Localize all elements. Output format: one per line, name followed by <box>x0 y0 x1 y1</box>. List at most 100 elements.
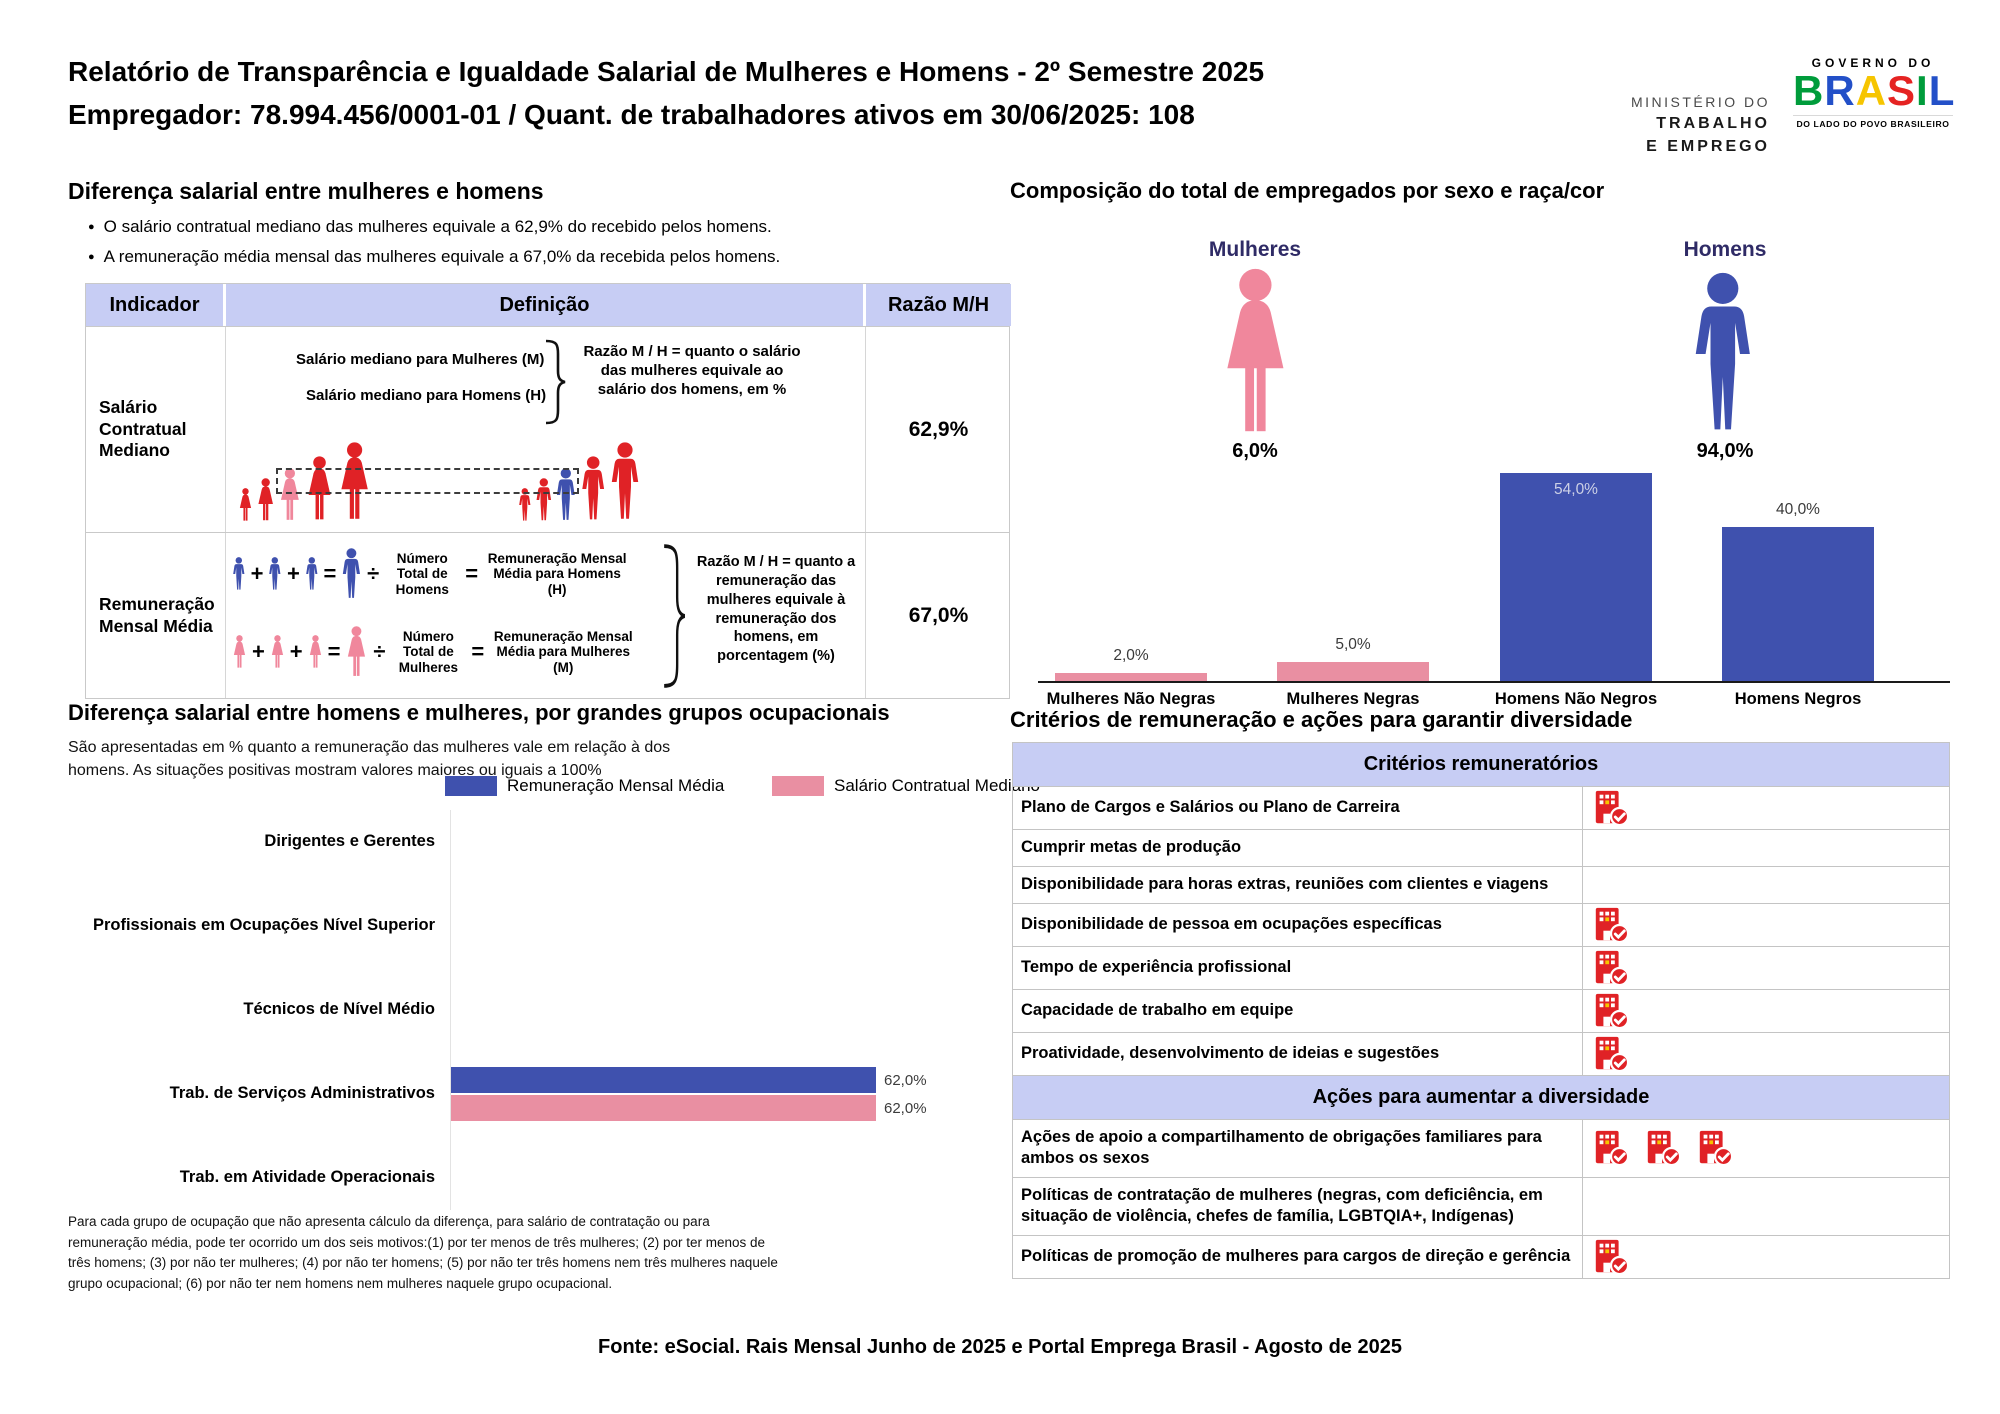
man-icon <box>343 548 361 598</box>
legend-salario: Salário Contratual Mediano <box>772 776 1040 796</box>
median-figures-illustration <box>226 428 866 530</box>
equals-sign: = <box>471 639 485 664</box>
ministry-line2: TRABALHO <box>1656 115 1770 133</box>
criteria-row: Proatividade, desenvolvimento de ideias … <box>1013 1033 1949 1076</box>
plus-sign: + <box>250 561 264 586</box>
governo-brasil-logo: GOVERNO DO BRASIL DO LADO DO POVO BRASIL… <box>1793 56 1956 129</box>
criteria-row: Plano de Cargos e Salários ou Plano de C… <box>1013 787 1949 830</box>
criteria-section-header: Ações para aumentar a diversidade <box>1013 1076 1949 1120</box>
criteria-row: Capacidade de trabalho em equipe <box>1013 990 1949 1033</box>
highlighted-woman-icon <box>281 468 300 520</box>
criteria-row: Cumprir metas de produção <box>1013 830 1949 867</box>
building-check-icon <box>1699 1131 1734 1167</box>
col-indicador: Indicador <box>86 284 223 326</box>
building-check-icon <box>1647 1131 1682 1167</box>
col-razao: Razão M/H <box>866 284 1011 326</box>
woman-icon <box>1218 268 1293 443</box>
woman-icon <box>348 626 366 676</box>
woman-icon <box>233 635 246 668</box>
ratio-explanation: Razão M / H = quanto o salário das mulhe… <box>583 343 801 398</box>
occupation-label: Trab. em Atividade Operacionais <box>179 1168 435 1187</box>
ratio-explanation: Razão M / H = quanto a remuneração das m… <box>696 554 856 665</box>
indicator-label: Salário Contratual Mediano <box>86 327 226 532</box>
definition-cell: Salário mediano para Mulheres (M) Salári… <box>226 327 866 532</box>
highlighted-man-icon <box>557 468 575 520</box>
criteria-label: Políticas de contratação de mulheres (ne… <box>1013 1177 1583 1235</box>
woman-icon <box>1227 268 1284 432</box>
occupation-label: Trab. de Serviços Administrativos <box>169 1084 435 1103</box>
building-check-icon <box>1595 950 1630 987</box>
salary-diff-title: Diferença salarial entre mulheres e home… <box>68 178 544 204</box>
legend-swatch-blue <box>445 776 497 796</box>
woman-icon <box>309 635 321 668</box>
report-title: Relatório de Transparência e Igualdade S… <box>68 56 1265 87</box>
man-icon <box>306 557 318 590</box>
bar-value-label: 5,0% <box>1335 636 1371 653</box>
men-percentage: 94,0% <box>1696 440 1754 462</box>
criteria-check-icons <box>1583 787 1949 829</box>
building-check-icon <box>1595 1036 1630 1073</box>
criteria-label: Capacidade de trabalho em equipe <box>1013 990 1583 1032</box>
divide-sign: ÷ <box>367 561 380 586</box>
legend-remuneracao: Remuneração Mensal Média <box>445 776 724 796</box>
man-icon <box>611 442 639 519</box>
brace-icon <box>544 337 568 432</box>
occupation-row: Dirigentes e Gerentes <box>68 800 1008 884</box>
bar-category-label: Homens Negros <box>1734 690 1862 708</box>
criteria-check-icons <box>1583 830 1949 866</box>
median-dashed-box <box>276 468 579 494</box>
bar-category-label: Mulheres Negras <box>1286 690 1420 708</box>
criteria-label: Disponibilidade de pessoa em ocupações e… <box>1013 904 1583 946</box>
definition-cell: + + = ÷ Número Total de Homens = Remuneraçã… <box>226 533 866 698</box>
indicator-table: Indicador Definição Razão M/H Salário Co… <box>85 283 1011 699</box>
women-percentage: 6,0% <box>1232 440 1278 462</box>
ministry-logo: MINISTÉRIO DO TRABALHO E EMPREGO <box>1560 92 1770 159</box>
man-icon <box>1690 272 1756 441</box>
equals-sign: = <box>465 561 479 586</box>
building-check-icon <box>1595 790 1630 827</box>
plus-sign: + <box>287 561 300 586</box>
man-icon <box>233 557 245 590</box>
bullet-text: A remuneração média mensal das mulheres … <box>103 247 781 266</box>
criteria-table: Critérios remuneratórios Plano de Cargos … <box>1012 742 1950 1279</box>
criteria-label: Proatividade, desenvolvimento de ideias … <box>1013 1033 1583 1075</box>
bar-remuneracao <box>451 1067 876 1093</box>
occupation-row: Técnicos de Nível Médio <box>68 968 1008 1052</box>
bullet-dot-icon: ● <box>88 221 95 233</box>
criteria-title: Critérios de remuneração e ações para ga… <box>1010 707 1633 732</box>
bar-category-label: Mulheres Não Negras <box>1046 690 1216 708</box>
occupation-row: Profissionais em Ocupações Nível Superio… <box>68 884 1008 968</box>
bar-Homens Não Negros <box>1500 473 1652 681</box>
bar-salario <box>451 1095 876 1121</box>
bar-value-label: 62,0% <box>884 1072 927 1089</box>
formula-men: + + = ÷ Número Total de Homens = Remuneraçã… <box>232 541 631 607</box>
occupation-label: Técnicos de Nível Médio <box>243 1000 435 1019</box>
ministry-line1: MINISTÉRIO DO <box>1630 94 1770 110</box>
composition-title: Composição do total de empregados por se… <box>1010 178 1605 203</box>
criteria-row: Ações de apoio a compartilhamento de obr… <box>1013 1120 1949 1178</box>
occupation-row: Trab. em Atividade Operacionais <box>68 1136 1008 1220</box>
criteria-row: Disponibilidade para horas extras, reuni… <box>1013 867 1949 904</box>
building-check-icon <box>1595 1239 1630 1275</box>
bar-Mulheres Negras <box>1277 662 1429 681</box>
criteria-check-icons <box>1583 1178 1949 1235</box>
legend-swatch-pink <box>772 776 824 796</box>
formula-women: + + = ÷ Número Total de Mulheres = Remunera… <box>232 619 637 685</box>
bar-value-label: 54,0% <box>1554 481 1598 498</box>
ratio-value: 62,9% <box>908 417 969 441</box>
bullet-text: O salário contratual mediano das mulhere… <box>103 217 772 236</box>
def-line-mulheres: Salário mediano para Mulheres (M) <box>296 351 545 368</box>
brasil-logo-wordmark: BRASIL <box>1793 67 1956 114</box>
criteria-check-icons <box>1583 1033 1949 1075</box>
bar-Mulheres Não Negras <box>1055 673 1207 681</box>
criteria-label: Plano de Cargos e Salários ou Plano de C… <box>1013 787 1583 829</box>
criteria-row: Tempo de experiência profissional <box>1013 947 1949 990</box>
table-row-salario-mediano: Salário Contratual Mediano Salário media… <box>86 326 1009 532</box>
criteria-row: Políticas de promoção de mulheres para c… <box>1013 1235 1949 1279</box>
col-definicao: Definição <box>226 284 863 326</box>
indicator-table-header: Indicador Definição Razão M/H <box>86 284 1011 326</box>
bar-value-label: 40,0% <box>1776 501 1820 518</box>
occupation-label: Dirigentes e Gerentes <box>264 832 435 851</box>
equals-sign: = <box>327 639 341 664</box>
